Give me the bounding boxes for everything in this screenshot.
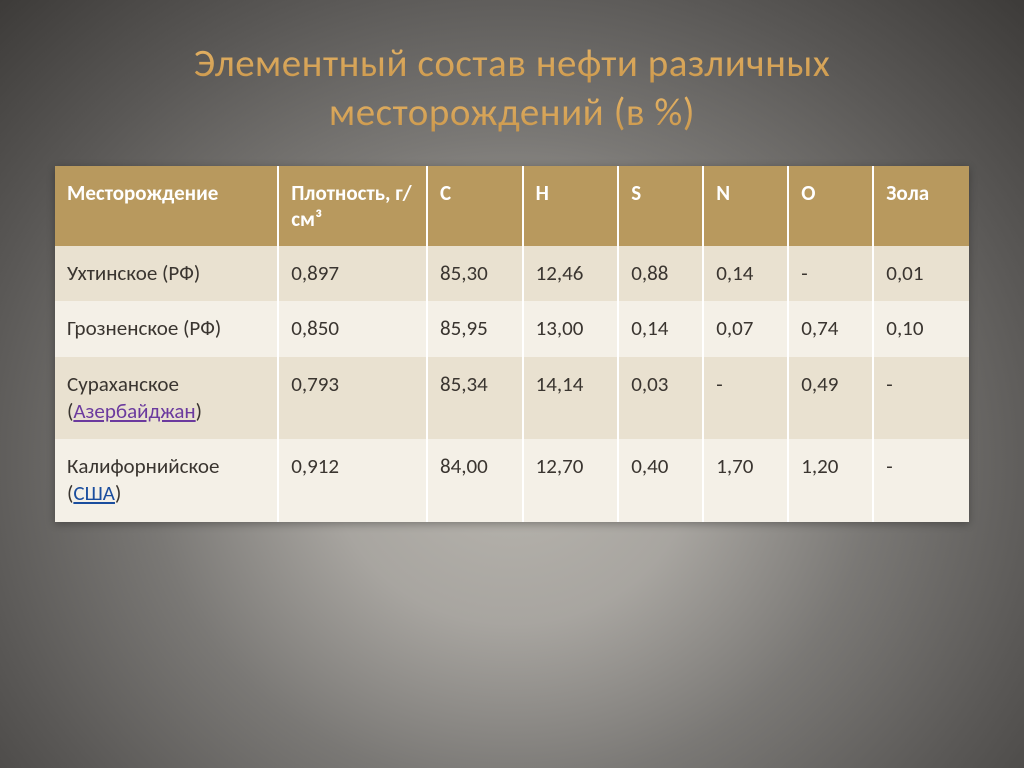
cell-h: 13,00: [523, 301, 619, 356]
location-link[interactable]: Азербайджан: [73, 398, 195, 424]
cell-ash: -: [873, 357, 969, 440]
location-link[interactable]: США: [73, 480, 115, 506]
cell-n: 1,70: [703, 439, 788, 522]
cell-name: Сураханское (Азербайджан): [55, 357, 278, 440]
header-s: S: [618, 166, 703, 247]
table-row: Ухтинское (РФ)0,89785,3012,460,880,14-0,…: [55, 246, 969, 301]
cell-name: Грозненское (РФ): [55, 301, 278, 356]
table-row: Грозненское (РФ)0,85085,9513,000,140,070…: [55, 301, 969, 356]
cell-name: Калифорнийское (США): [55, 439, 278, 522]
slide-title: Элементный состав нефти различных местор…: [55, 40, 969, 138]
table-body: Ухтинское (РФ)0,89785,3012,460,880,14-0,…: [55, 246, 969, 522]
cell-s: 0,03: [618, 357, 703, 440]
cell-s: 0,14: [618, 301, 703, 356]
table-wrapper: Месторождение Плотность, г/см³ C H S N O…: [55, 166, 969, 522]
cell-density: 0,912: [278, 439, 427, 522]
cell-o: 0,74: [788, 301, 873, 356]
header-n: N: [703, 166, 788, 247]
cell-n: 0,07: [703, 301, 788, 356]
cell-density: 0,897: [278, 246, 427, 301]
cell-c: 85,34: [427, 357, 523, 440]
cell-o: -: [788, 246, 873, 301]
cell-name: Ухтинское (РФ): [55, 246, 278, 301]
header-h: H: [523, 166, 619, 247]
cell-o: 0,49: [788, 357, 873, 440]
cell-s: 0,88: [618, 246, 703, 301]
composition-table: Месторождение Плотность, г/см³ C H S N O…: [55, 166, 969, 522]
cell-n: 0,14: [703, 246, 788, 301]
cell-o: 1,20: [788, 439, 873, 522]
cell-ash: -: [873, 439, 969, 522]
cell-h: 12,46: [523, 246, 619, 301]
cell-h: 14,14: [523, 357, 619, 440]
header-o: O: [788, 166, 873, 247]
table-row: Сураханское (Азербайджан)0,79385,3414,14…: [55, 357, 969, 440]
table-row: Калифорнийское (США)0,91284,0012,700,401…: [55, 439, 969, 522]
cell-c: 84,00: [427, 439, 523, 522]
header-row: Месторождение Плотность, г/см³ C H S N O…: [55, 166, 969, 247]
header-name: Месторождение: [55, 166, 278, 247]
cell-density: 0,793: [278, 357, 427, 440]
slide-container: Элементный состав нефти различных местор…: [0, 0, 1024, 768]
title-text: Элементный состав нефти различных местор…: [194, 40, 831, 136]
cell-c: 85,30: [427, 246, 523, 301]
header-c: C: [427, 166, 523, 247]
header-ash: Зола: [873, 166, 969, 247]
cell-n: -: [703, 357, 788, 440]
cell-s: 0,40: [618, 439, 703, 522]
cell-density: 0,850: [278, 301, 427, 356]
cell-ash: 0,01: [873, 246, 969, 301]
cell-h: 12,70: [523, 439, 619, 522]
cell-c: 85,95: [427, 301, 523, 356]
table-header: Месторождение Плотность, г/см³ C H S N O…: [55, 166, 969, 247]
cell-ash: 0,10: [873, 301, 969, 356]
header-density: Плотность, г/см³: [278, 166, 427, 247]
